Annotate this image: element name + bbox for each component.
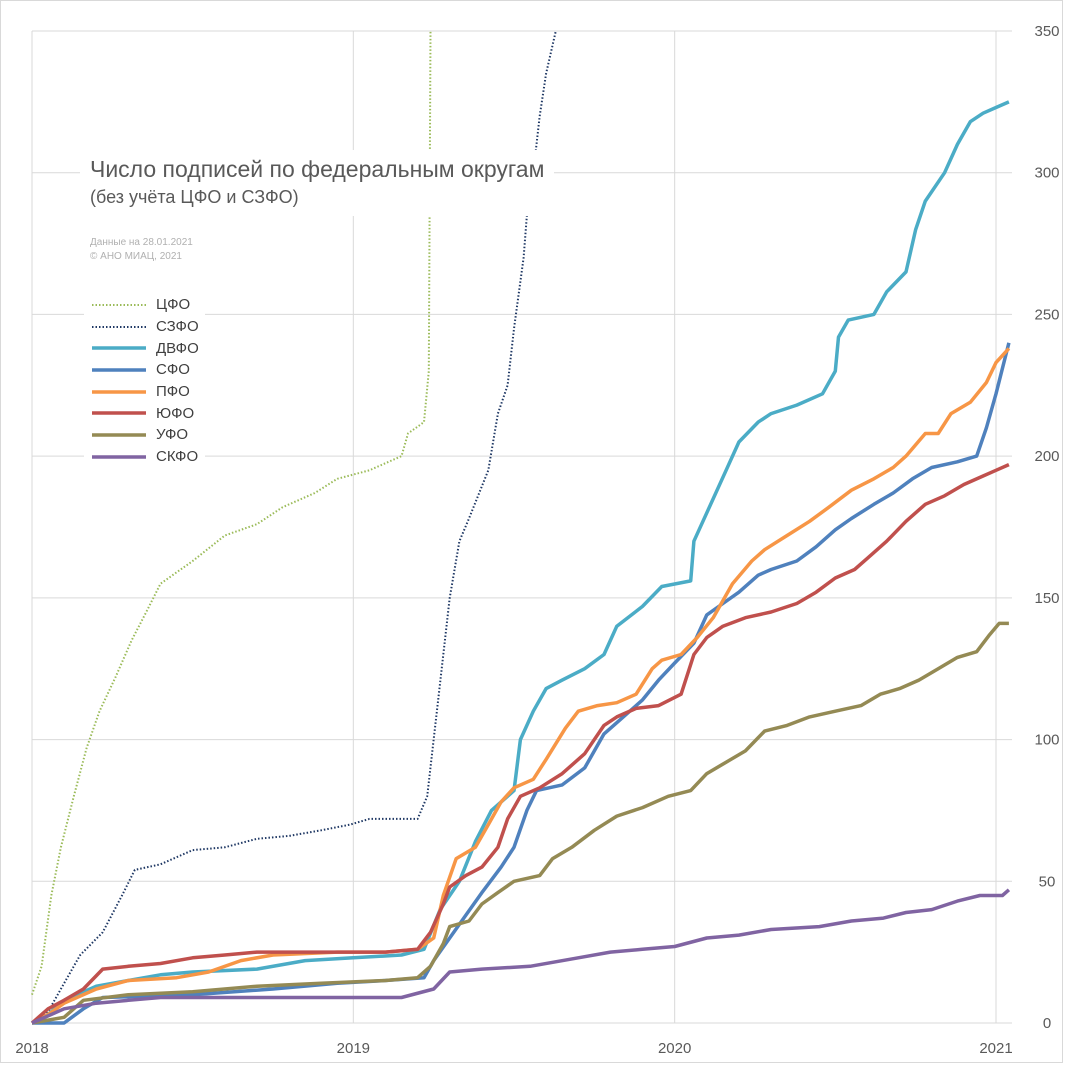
legend-item: СФО [90, 359, 199, 381]
legend-swatch [92, 389, 146, 394]
series-line-2 [31, 100, 1010, 1025]
series-line-7 [31, 888, 1011, 1025]
y-axis-ticks: 0 50 100 150 200 250 300 350 [1034, 23, 1059, 1032]
legend-label: ДВФО [156, 339, 199, 357]
chart-subtitle: (без учёта ЦФО и СЗФО) [90, 187, 299, 207]
legend-item: ЮФО [90, 402, 199, 424]
credit-copyright: © АНО МИАЦ, 2021 [90, 251, 182, 262]
legend-swatch [92, 433, 146, 437]
legend-label: ЦФО [156, 296, 191, 314]
legend-label: ПФО [156, 383, 190, 401]
legend-swatch [92, 346, 146, 350]
legend-item: ПФО [90, 381, 199, 403]
legend-item: ДВФО [90, 337, 199, 359]
legend-item: СЗФО [90, 316, 199, 338]
y-tick-label: 100 [1034, 732, 1059, 749]
chart-legend: ЦФО СЗФО ДВФО СФО ПФО ЮФО УФО СКФО [84, 292, 205, 470]
x-tick-label: 2018 [15, 1040, 48, 1057]
chart-title: Число подписей по федеральным округам [90, 156, 545, 182]
legend-label: УФО [156, 426, 189, 444]
chart-credit: Данные на 28.01.2021 © АНО МИАЦ, 2021 [90, 236, 193, 264]
legend-item: ЦФО [90, 294, 199, 316]
series-line-6 [31, 621, 1009, 1025]
y-tick-label: 300 [1034, 165, 1059, 182]
credit-date: Данные на 28.01.2021 [90, 237, 193, 248]
x-tick-label: 2021 [979, 1040, 1012, 1057]
y-tick-label: 0 [1043, 1015, 1051, 1032]
y-tick-label: 250 [1034, 306, 1059, 323]
legend-label: СЗФО [156, 318, 199, 336]
legend-label: ЮФО [156, 404, 195, 422]
y-tick-label: 200 [1034, 448, 1059, 465]
x-tick-label: 2020 [658, 1040, 691, 1057]
x-axis-ticks: 2018 2019 2020 2021 [15, 1040, 1012, 1057]
legend-label: СКФО [156, 448, 199, 466]
x-tick-label: 2019 [337, 1040, 370, 1057]
chart-title-box: Число подписей по федеральным округам (б… [80, 150, 555, 216]
y-tick-label: 150 [1034, 590, 1059, 607]
series-lines [30, 31, 1011, 1025]
legend-swatch [92, 368, 146, 372]
series-line-1 [31, 31, 557, 1024]
series-line-0 [31, 31, 432, 996]
legend-swatch [92, 325, 146, 328]
legend-label: СФО [156, 361, 190, 379]
y-tick-label: 50 [1039, 873, 1056, 890]
series-line-4 [31, 347, 1011, 1025]
series-line-5 [30, 462, 1010, 1025]
legend-swatch [92, 303, 146, 306]
legend-swatch [92, 454, 146, 459]
legend-item: УФО [90, 424, 199, 446]
y-tick-label: 350 [1034, 23, 1059, 40]
legend-item: СКФО [90, 446, 199, 468]
legend-swatch [92, 411, 146, 416]
